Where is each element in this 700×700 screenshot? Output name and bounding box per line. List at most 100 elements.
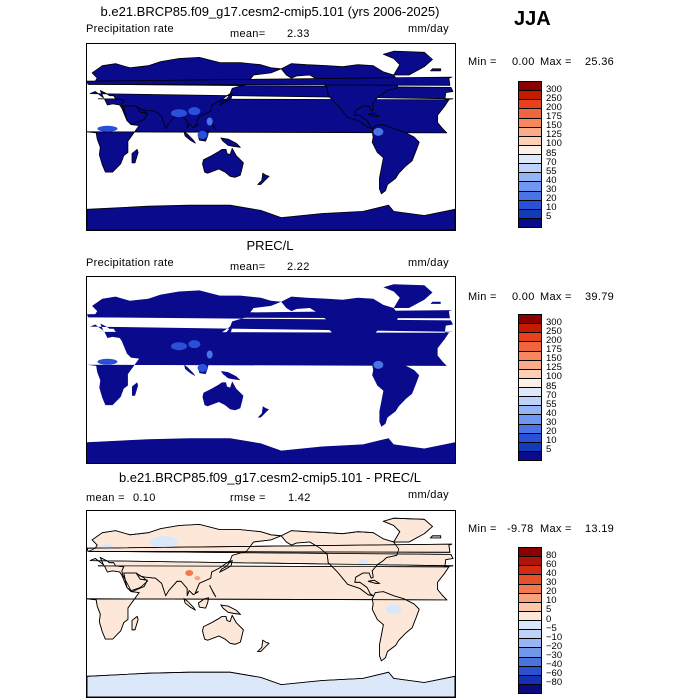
- colorbar-tick-label: 30: [546, 577, 557, 589]
- colorbar-cell: [519, 333, 541, 343]
- colorbar-cell: [519, 433, 541, 443]
- coastline-philippines: [209, 585, 217, 598]
- coastline-samerica: [371, 591, 420, 662]
- colorbar-cell: [519, 136, 541, 146]
- coastline-sumatra: [183, 597, 196, 611]
- land-newguinea: [220, 137, 241, 148]
- land-antarctica: [87, 671, 455, 697]
- panel3-rmse-label: rmse =: [230, 492, 266, 504]
- panel3-map: [86, 510, 456, 698]
- land-iceland: [430, 301, 441, 304]
- land-uk: [87, 310, 452, 319]
- colorbar-cell: [519, 82, 541, 92]
- land-japan: [219, 93, 233, 106]
- panel3-mean-label: mean =: [86, 492, 125, 504]
- colorbar-tick-label: 40: [546, 407, 557, 419]
- coastline-arabia: [123, 572, 148, 593]
- land-sumatra: [183, 598, 196, 611]
- colorbar-cell: [519, 145, 541, 155]
- colorbar-tick-label: −30: [546, 649, 563, 661]
- precip-patch: [97, 358, 118, 365]
- colorbar-cell: [519, 118, 541, 128]
- colorbar-cell: [519, 621, 541, 631]
- colorbar-tick-label: 300: [546, 84, 562, 96]
- colorbar-tick-label: 175: [546, 344, 562, 356]
- land-samerica: [372, 357, 420, 427]
- colorbar-tick-label: 150: [546, 353, 562, 365]
- colorbar-cell: [519, 360, 541, 370]
- colorbar-tick-label: −10: [546, 631, 563, 643]
- precip-patch: [194, 576, 201, 581]
- colorbar-tick-label: 0: [546, 613, 552, 625]
- precip-patch: [188, 340, 201, 349]
- colorbar-cell: [519, 378, 541, 388]
- land-arabia: [123, 339, 148, 358]
- colorbar-tick-label: 60: [546, 559, 557, 571]
- colorbar-cell: [519, 657, 541, 667]
- colorbar-cell: [519, 351, 541, 361]
- coastline-australia: [202, 614, 244, 645]
- colorbar-tick-label: 30: [546, 183, 557, 195]
- precip-patch: [97, 125, 118, 132]
- colorbar-tick-label: 10: [546, 595, 557, 607]
- colorbar-cell: [519, 109, 541, 119]
- colorbar-tick-label: 85: [546, 380, 557, 392]
- panel1-mean-value: 2.33: [287, 28, 310, 40]
- panel1-colorbar: [518, 81, 542, 228]
- colorbar-cell: [519, 173, 541, 183]
- panel2-mean-label: mean=: [230, 261, 266, 273]
- land-cuba: [368, 346, 380, 350]
- panel1-colorbar-labels: 300 250 200 175 150 125 100 85 70 55 40 30 20 10 5: [546, 81, 586, 226]
- land-nz: [257, 172, 270, 185]
- panel1-mean-label: mean=: [230, 28, 266, 40]
- panel3-min-label: Min =: [468, 523, 497, 535]
- coastline-uk: [87, 543, 453, 553]
- colorbar-tick-label: 250: [546, 326, 562, 338]
- colorbar-tick-label: 200: [546, 102, 562, 114]
- land-samerica: [371, 124, 420, 195]
- colorbar-cell: [519, 630, 541, 640]
- colorbar-cell: [519, 388, 541, 398]
- coastline-namerica: [280, 530, 400, 597]
- land-antarctica: [87, 438, 455, 463]
- colorbar-tick-label: 5: [546, 210, 552, 222]
- precip-patch: [101, 544, 114, 551]
- colorbar-cell: [519, 218, 541, 227]
- coastline-cuba: [367, 579, 381, 584]
- panel3-min-value: -9.78: [507, 523, 534, 535]
- precip-patch: [197, 130, 208, 139]
- colorbar-cell: [519, 548, 541, 558]
- colorbar-cell: [519, 602, 541, 612]
- colorbar-cell: [519, 648, 541, 658]
- land-madagascar: [131, 149, 139, 164]
- land-uk: [87, 76, 453, 86]
- colorbar-tick-label: −20: [546, 640, 563, 652]
- colorbar-cell: [519, 155, 541, 165]
- colorbar-tick-label: 10: [546, 434, 557, 446]
- colorbar-cell: [519, 575, 541, 585]
- panel1-min-label: Min =: [468, 56, 497, 68]
- panel1-max-value: 25.36: [585, 56, 615, 68]
- land-sumatra: [183, 131, 196, 144]
- colorbar-cell: [519, 397, 541, 407]
- coastline-newguinea: [220, 604, 242, 615]
- panel2-title: PREC/L: [246, 238, 294, 253]
- colorbar-cell: [519, 182, 541, 192]
- panel2-variable-label: Precipitation rate: [86, 257, 174, 269]
- precip-patch: [206, 117, 213, 126]
- colorbar-cell: [519, 200, 541, 210]
- colorbar-tick-label: 200: [546, 335, 562, 347]
- panel2-max-label: Max =: [540, 291, 572, 303]
- colorbar-tick-label: 85: [546, 147, 557, 159]
- colorbar-tick-label: −5: [546, 622, 557, 634]
- colorbar-cell: [519, 342, 541, 352]
- precip-patch: [185, 570, 194, 576]
- precip-patch: [197, 363, 208, 372]
- colorbar-cell: [519, 424, 541, 434]
- land-arabia: [123, 105, 148, 125]
- land-greenland: [383, 50, 433, 76]
- coastline-borneo: [197, 597, 210, 609]
- panel1-variable-label: Precipitation rate: [86, 23, 174, 35]
- colorbar-cell: [519, 611, 541, 621]
- coastline-eurasia: [88, 523, 454, 597]
